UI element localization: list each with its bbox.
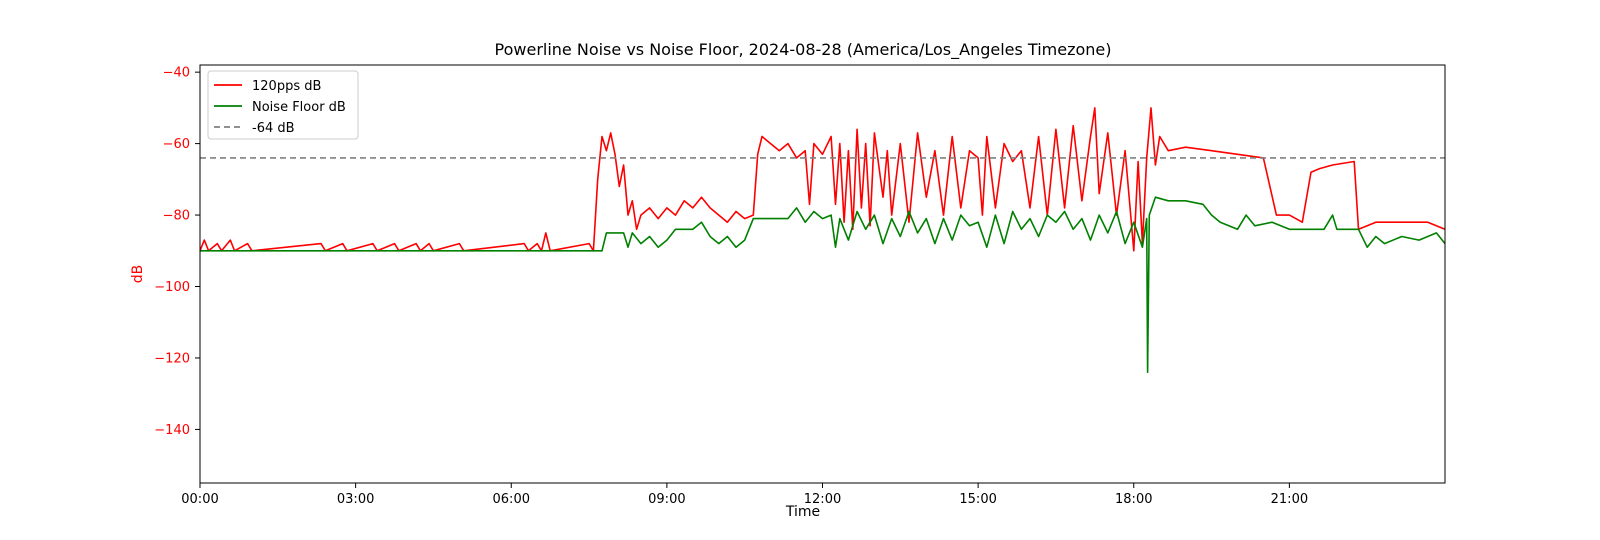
- x-tick-label: 15:00: [959, 492, 996, 507]
- chart-title: Powerline Noise vs Noise Floor, 2024-08-…: [495, 40, 1112, 60]
- x-tick-label: 06:00: [493, 492, 530, 507]
- x-axis-label: Time: [785, 504, 820, 520]
- plot-frame: [199, 64, 1446, 484]
- x-tick-label: 18:00: [1115, 492, 1152, 507]
- y-tick-label: −60: [163, 137, 190, 152]
- x-tick-label: 12:00: [804, 492, 841, 507]
- y-tick-label: −100: [154, 280, 190, 295]
- legend-box: [207, 70, 359, 140]
- series-line-1: [199, 107, 1446, 252]
- x-tick-label: 09:00: [648, 492, 685, 507]
- y-tick-label: −120: [154, 351, 190, 366]
- series-line-2: [200, 196, 1446, 374]
- legend: 120pps dB Noise Floor dB -64 dB: [207, 70, 359, 140]
- y-tick-label: −40: [163, 66, 190, 81]
- x-tick-label: 00:00: [181, 492, 218, 507]
- x-tick-label: 21:00: [1271, 492, 1308, 507]
- x-axis: 00:00 03:00 06:00 09:00 12:00 15:00 18:00 21:00: [181, 483, 1308, 507]
- x-tick-label: 03:00: [337, 492, 374, 507]
- y-tick-label: −140: [154, 423, 190, 438]
- plot-area: [199, 64, 1446, 484]
- y-tick-label: −80: [163, 209, 190, 224]
- y-axis: −40 −60 −80 −100 −120 −140: [154, 66, 200, 438]
- legend-label: -64 dB: [252, 121, 295, 136]
- y-axis-label: dB: [130, 265, 146, 284]
- legend-label: Noise Floor dB: [252, 100, 346, 115]
- legend-label: 120pps dB: [252, 79, 321, 94]
